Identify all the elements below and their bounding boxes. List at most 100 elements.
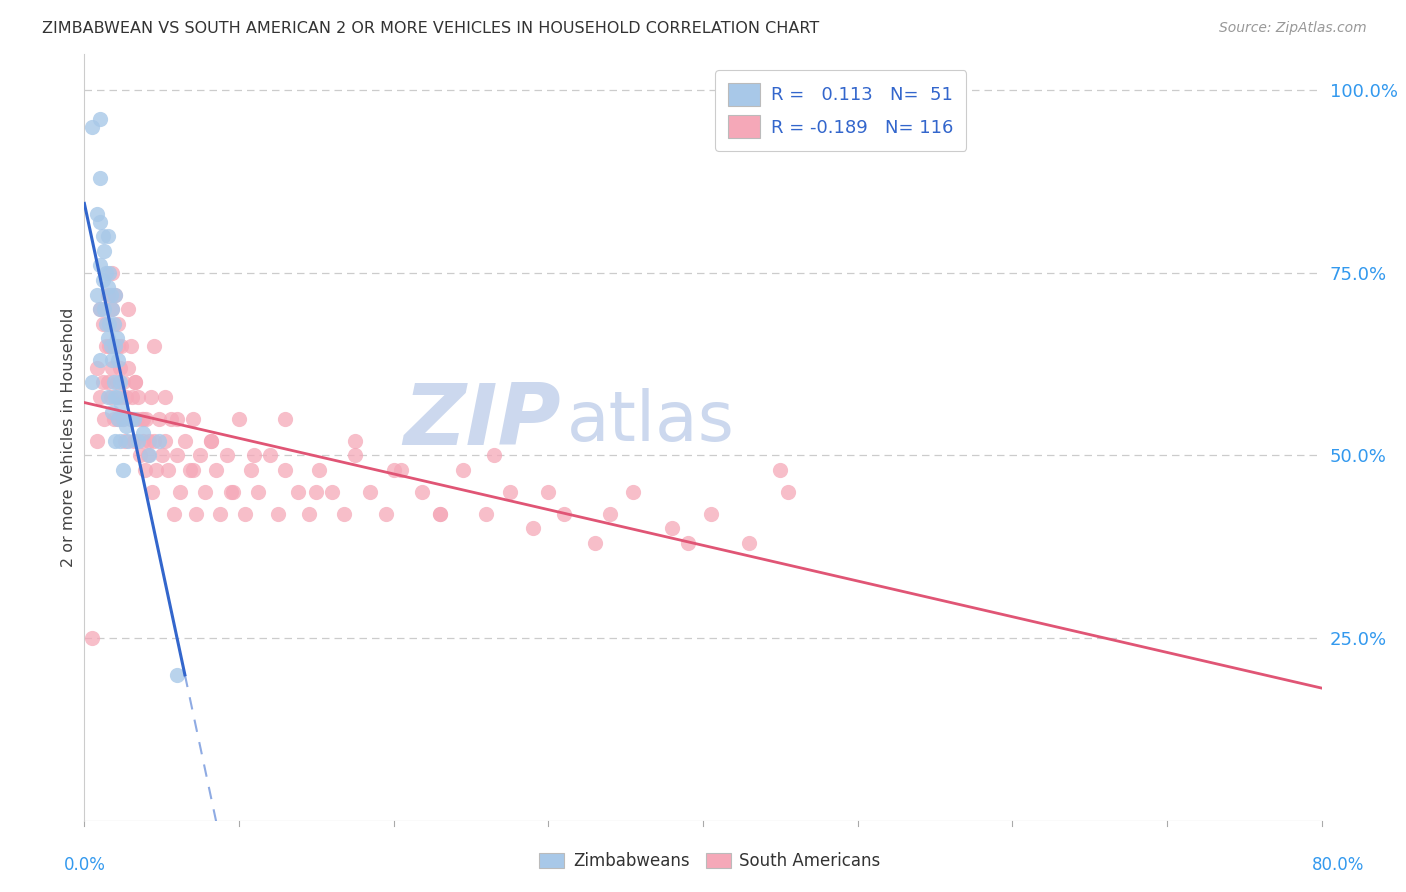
Point (184, 507, 207, 521)
Point (91, 273, 114, 287)
Point (150, 448, 173, 462)
Point (115, 419, 138, 434)
Point (308, 463, 330, 477)
Point (103, 412, 125, 426)
Point (143, 434, 166, 448)
Point (274, 463, 297, 477)
Point (127, 434, 149, 448)
Point (121, 390, 143, 404)
Point (343, 448, 366, 462)
Point (599, 507, 621, 521)
Point (120, 339, 142, 353)
Point (117, 360, 139, 375)
Point (156, 463, 179, 477)
Point (96, 280, 118, 294)
Point (86, 434, 108, 448)
Point (429, 507, 451, 521)
Point (621, 484, 644, 499)
Point (411, 484, 433, 499)
Point (117, 434, 139, 448)
Point (166, 448, 188, 462)
Point (100, 287, 122, 301)
Point (174, 434, 197, 448)
Point (108, 376, 131, 390)
Point (120, 412, 142, 426)
Point (110, 397, 132, 411)
Point (104, 339, 127, 353)
Point (700, 507, 723, 521)
Point (132, 426, 155, 441)
Point (537, 484, 560, 499)
Point (374, 507, 398, 521)
Point (145, 463, 167, 477)
Point (160, 412, 183, 426)
Point (89, 214, 111, 228)
Text: ZIP: ZIP (404, 380, 561, 463)
Point (96, 376, 118, 390)
Point (94, 317, 117, 331)
Point (233, 507, 256, 521)
Point (101, 404, 124, 418)
Point (153, 390, 176, 404)
Point (94, 266, 117, 280)
Point (82, 631, 104, 645)
Point (553, 507, 575, 521)
Point (138, 448, 160, 462)
Text: atlas: atlas (567, 388, 735, 455)
Point (499, 484, 522, 499)
Point (112, 463, 135, 477)
Point (120, 412, 142, 426)
Legend: Zimbabweans, South Americans: Zimbabweans, South Americans (533, 846, 887, 877)
Point (89, 302, 111, 317)
Point (122, 412, 145, 426)
Point (148, 434, 170, 448)
Text: 0.0%: 0.0% (63, 856, 105, 874)
Point (101, 353, 124, 368)
Point (107, 339, 129, 353)
Point (125, 412, 148, 426)
Point (228, 412, 250, 426)
Point (153, 434, 176, 448)
Point (132, 434, 155, 448)
Point (112, 412, 135, 426)
Point (104, 287, 127, 301)
Point (138, 434, 160, 448)
Point (200, 434, 222, 448)
Point (104, 339, 127, 353)
Point (101, 266, 124, 280)
Point (259, 448, 281, 462)
Point (148, 412, 170, 426)
Point (107, 412, 129, 426)
Point (453, 463, 475, 477)
Point (676, 536, 699, 550)
Point (96, 331, 118, 345)
Point (93, 302, 115, 317)
Point (124, 376, 146, 390)
Point (89, 170, 111, 185)
Point (96, 390, 118, 404)
Point (209, 507, 232, 521)
Point (333, 507, 356, 521)
Point (98, 339, 121, 353)
Point (181, 412, 204, 426)
Point (243, 448, 266, 462)
Point (103, 376, 125, 390)
Point (297, 507, 319, 521)
Point (117, 302, 139, 317)
Point (103, 317, 125, 331)
Point (287, 484, 309, 499)
Point (82, 376, 104, 390)
Point (169, 484, 191, 499)
Point (107, 412, 129, 426)
Point (98, 266, 121, 280)
Point (112, 376, 135, 390)
Point (100, 390, 122, 404)
Point (107, 353, 129, 368)
Point (522, 521, 544, 535)
Point (108, 360, 131, 375)
Point (188, 448, 211, 462)
Point (776, 484, 799, 499)
Point (82, 120, 104, 134)
Point (135, 412, 157, 426)
Point (104, 287, 127, 301)
